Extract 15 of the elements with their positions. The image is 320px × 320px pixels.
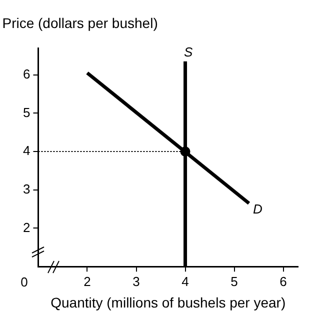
y-tick-label: 5 xyxy=(22,104,30,120)
y-axis-title: Price (dollars per bushel) xyxy=(2,15,158,31)
x-tick-label: 5 xyxy=(230,274,238,289)
x-tick-label: 3 xyxy=(132,274,140,289)
series-label: S xyxy=(184,44,193,60)
x-tick-label: 6 xyxy=(280,274,287,289)
text: 0 xyxy=(20,274,28,290)
x-axis-title: Quantity (millions of bushels per year) xyxy=(50,294,286,310)
series-label: D xyxy=(252,201,262,216)
y-tick-label: 3 xyxy=(22,181,30,196)
y-tick-label: 6 xyxy=(22,66,30,82)
y-tick-label: 4 xyxy=(22,143,30,158)
y-tick-label: 2 xyxy=(22,220,30,235)
x-tick-label: 2 xyxy=(84,274,91,289)
x-tick-label: 4 xyxy=(182,274,189,289)
